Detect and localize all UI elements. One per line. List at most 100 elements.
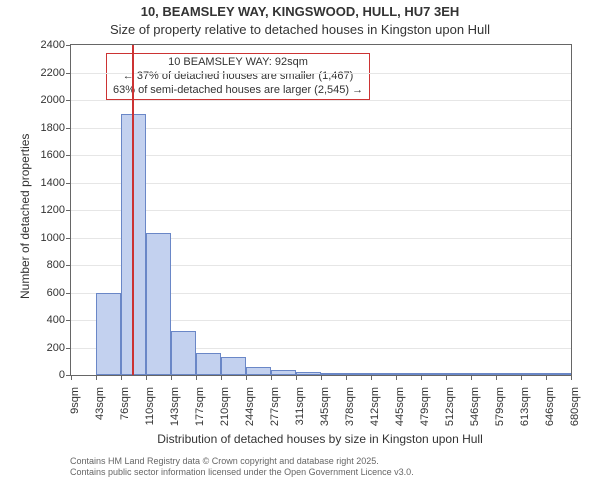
x-tick-mark [421, 375, 422, 380]
x-tick-mark [271, 375, 272, 380]
gridline-h [71, 155, 571, 156]
y-axis-label: Number of detached properties [18, 134, 32, 299]
histogram-bar [321, 373, 346, 375]
x-tick-mark [221, 375, 222, 380]
x-tick-mark [521, 375, 522, 380]
histogram-bar [346, 373, 371, 375]
x-tick-mark [446, 375, 447, 380]
y-tick-mark [66, 155, 71, 156]
x-tick-label: 579sqm [494, 387, 506, 426]
y-tick-mark [66, 128, 71, 129]
gridline-h [71, 100, 571, 101]
histogram-bar [546, 373, 571, 375]
x-tick-label: 412sqm [369, 387, 381, 426]
x-tick-label: 646sqm [544, 387, 556, 426]
y-tick-label: 600 [47, 287, 65, 299]
x-tick-label: 479sqm [419, 387, 431, 426]
x-tick-mark [471, 375, 472, 380]
x-tick-mark [96, 375, 97, 380]
gridline-h [71, 183, 571, 184]
histogram-bar [271, 370, 296, 376]
x-tick-label: 244sqm [244, 387, 256, 426]
callout-line-1: 10 BEAMSLEY WAY: 92sqm [113, 56, 363, 70]
x-tick-label: 445sqm [394, 387, 406, 426]
x-tick-label: 277sqm [269, 387, 281, 426]
chart-title-sub: Size of property relative to detached ho… [0, 22, 600, 37]
x-tick-mark [396, 375, 397, 380]
x-tick-mark [246, 375, 247, 380]
y-tick-mark [66, 293, 71, 294]
histogram-bar [171, 331, 196, 375]
x-tick-mark [371, 375, 372, 380]
x-tick-mark [321, 375, 322, 380]
x-tick-label: 680sqm [569, 387, 581, 426]
attribution-line-2: Contains public sector information licen… [70, 467, 414, 478]
y-tick-label: 2400 [41, 39, 65, 51]
y-tick-label: 2200 [41, 67, 65, 79]
y-tick-mark [66, 210, 71, 211]
x-tick-mark [546, 375, 547, 380]
x-tick-mark [146, 375, 147, 380]
y-tick-mark [66, 73, 71, 74]
callout-box: 10 BEAMSLEY WAY: 92sqm ← 37% of detached… [106, 53, 370, 100]
x-tick-mark [121, 375, 122, 380]
x-tick-mark [296, 375, 297, 380]
y-tick-label: 800 [47, 259, 65, 271]
y-tick-label: 1800 [41, 122, 65, 134]
gridline-h [71, 210, 571, 211]
x-tick-mark [71, 375, 72, 380]
x-tick-label: 143sqm [169, 387, 181, 426]
gridline-h [71, 73, 571, 74]
gridline-h [71, 128, 571, 129]
attribution-line-1: Contains HM Land Registry data © Crown c… [70, 456, 414, 467]
callout-line-3: 63% of semi-detached houses are larger (… [113, 84, 363, 98]
x-tick-mark [496, 375, 497, 380]
x-tick-label: 210sqm [219, 387, 231, 426]
histogram-bar [246, 367, 271, 375]
x-tick-label: 311sqm [294, 387, 306, 425]
chart-title-main: 10, BEAMSLEY WAY, KINGSWOOD, HULL, HU7 3… [0, 4, 600, 19]
histogram-bar [196, 353, 221, 375]
plot-area: 10 BEAMSLEY WAY: 92sqm ← 37% of detached… [70, 44, 572, 376]
x-tick-label: 76sqm [119, 387, 131, 420]
y-tick-mark [66, 265, 71, 266]
x-tick-label: 110sqm [144, 387, 156, 425]
y-tick-mark [66, 100, 71, 101]
y-tick-label: 1400 [41, 177, 65, 189]
y-tick-label: 0 [59, 369, 65, 381]
x-tick-label: 177sqm [194, 387, 206, 426]
y-tick-label: 400 [47, 314, 65, 326]
y-tick-label: 1200 [41, 204, 65, 216]
x-tick-mark [196, 375, 197, 380]
x-tick-label: 345sqm [319, 387, 331, 426]
histogram-bar [496, 373, 521, 375]
histogram-bar [421, 373, 446, 375]
histogram-bar [96, 293, 121, 376]
histogram-bar [221, 357, 246, 375]
histogram-bar [446, 373, 471, 375]
x-tick-label: 613sqm [519, 387, 531, 426]
x-tick-label: 546sqm [469, 387, 481, 426]
histogram-bar [396, 373, 421, 375]
y-tick-mark [66, 348, 71, 349]
x-tick-mark [571, 375, 572, 380]
x-tick-mark [171, 375, 172, 380]
y-tick-mark [66, 238, 71, 239]
attribution: Contains HM Land Registry data © Crown c… [70, 456, 414, 478]
chart-container: 10, BEAMSLEY WAY, KINGSWOOD, HULL, HU7 3… [0, 0, 600, 500]
x-tick-label: 43sqm [94, 387, 106, 420]
histogram-bar [521, 373, 546, 375]
x-tick-label: 378sqm [344, 387, 356, 426]
histogram-bar [146, 233, 171, 375]
x-tick-mark [346, 375, 347, 380]
x-axis-label: Distribution of detached houses by size … [70, 432, 570, 446]
y-tick-label: 1000 [41, 232, 65, 244]
histogram-bar [471, 373, 496, 375]
y-tick-label: 2000 [41, 94, 65, 106]
x-tick-label: 9sqm [69, 387, 81, 414]
property-marker-line [132, 45, 134, 375]
y-tick-label: 1600 [41, 149, 65, 161]
y-tick-mark [66, 320, 71, 321]
histogram-bar [296, 372, 321, 375]
y-tick-mark [66, 183, 71, 184]
